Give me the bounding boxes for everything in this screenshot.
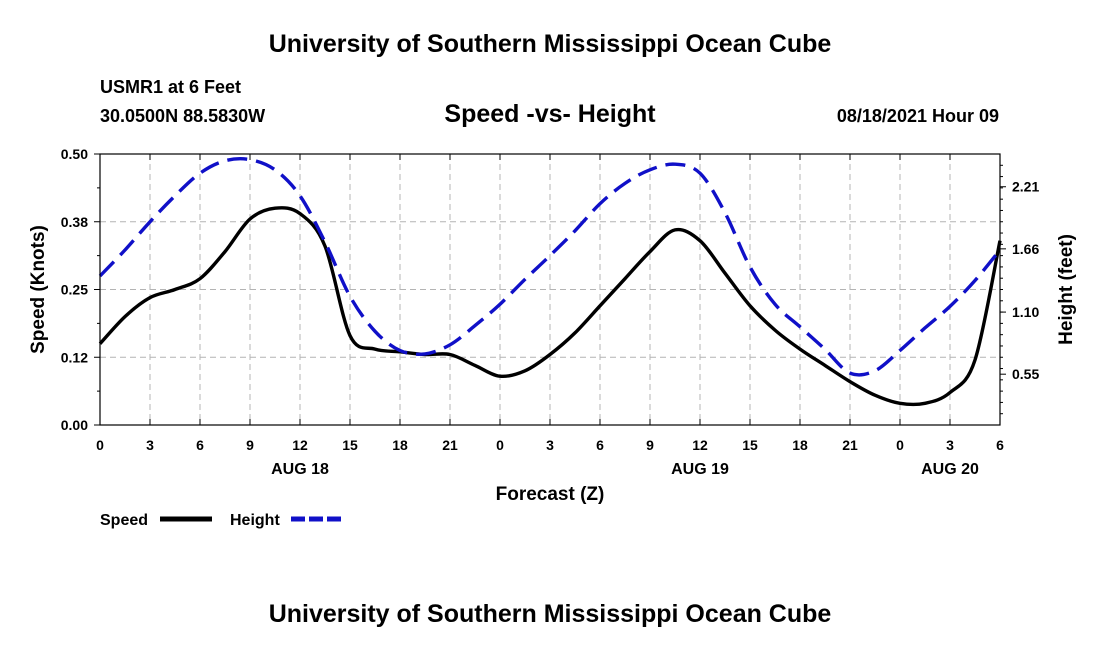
y2-tick-label: 0.55 [1012, 366, 1039, 382]
x-tick-label: 18 [792, 437, 808, 453]
date-label: AUG 18 [271, 461, 329, 478]
axes: 0 3 6 9 12 15 18 21 0 3 6 9 12 15 18 21 0 3 6 0.00 0.12 0.25 0… [28, 146, 1077, 505]
y-tick-label: 0.25 [61, 282, 88, 298]
forecast-datetime: 08/18/2021 Hour 09 [836, 106, 999, 126]
date-label: AUG 20 [921, 461, 979, 478]
x-tick-label: 18 [392, 437, 408, 453]
y-tick-label: 0.12 [61, 349, 88, 365]
page-title: University of Southern Mississippi Ocean… [268, 30, 832, 58]
legend-speed-label: Speed [100, 512, 148, 529]
x-tick-label: 9 [246, 437, 254, 453]
x-tick-label: 6 [596, 437, 604, 453]
date-label: AUG 19 [671, 461, 729, 478]
legend: Speed Height [100, 512, 343, 529]
y-tick-label: 0.38 [61, 214, 88, 230]
y-tick-label: 0.50 [61, 146, 88, 162]
x-tick-label: 0 [96, 437, 104, 453]
grid-lines [100, 154, 1000, 425]
x-tick-label: 21 [842, 437, 858, 453]
station-coordinates: 30.0500N 88.5830W [100, 106, 266, 126]
series-lines [98, 157, 1002, 407]
y2-axis-title: Height (feet) [1056, 234, 1077, 345]
x-tick-label: 0 [496, 437, 504, 453]
x-tick-label: 15 [742, 437, 758, 453]
x-tick-label: 9 [646, 437, 654, 453]
x-tick-label: 21 [442, 437, 458, 453]
y2-tick-label: 1.66 [1012, 241, 1039, 257]
station-name: USMR1 at 6 Feet [100, 77, 242, 97]
y2-tick-label: 1.10 [1012, 304, 1039, 320]
x-axis-title: Forecast (Z) [496, 484, 605, 505]
x-tick-label: 0 [896, 437, 904, 453]
x-tick-label: 6 [996, 437, 1004, 453]
x-tick-label: 3 [946, 437, 954, 453]
y-axis-title: Speed (Knots) [28, 225, 49, 354]
footer-title: University of Southern Mississippi Ocean… [268, 600, 832, 628]
y2-tick-label: 2.21 [1012, 179, 1039, 195]
x-tick-label: 3 [546, 437, 554, 453]
x-tick-label: 12 [692, 437, 708, 453]
y-tick-label: 0.00 [61, 417, 88, 433]
x-tick-label: 3 [146, 437, 154, 453]
height-series-line [98, 157, 1002, 377]
x-tick-label: 15 [342, 437, 358, 453]
x-tick-label: 6 [196, 437, 204, 453]
speed-series-line [98, 206, 1002, 407]
speed-vs-height-chart: 0 3 6 9 12 15 18 21 0 3 6 9 12 15 18 21 0 3 6 0.00 0.12 0.25 0… [28, 146, 1077, 529]
chart-title: Speed -vs- Height [444, 100, 656, 128]
legend-height-label: Height [230, 512, 280, 529]
x-tick-label: 12 [292, 437, 308, 453]
